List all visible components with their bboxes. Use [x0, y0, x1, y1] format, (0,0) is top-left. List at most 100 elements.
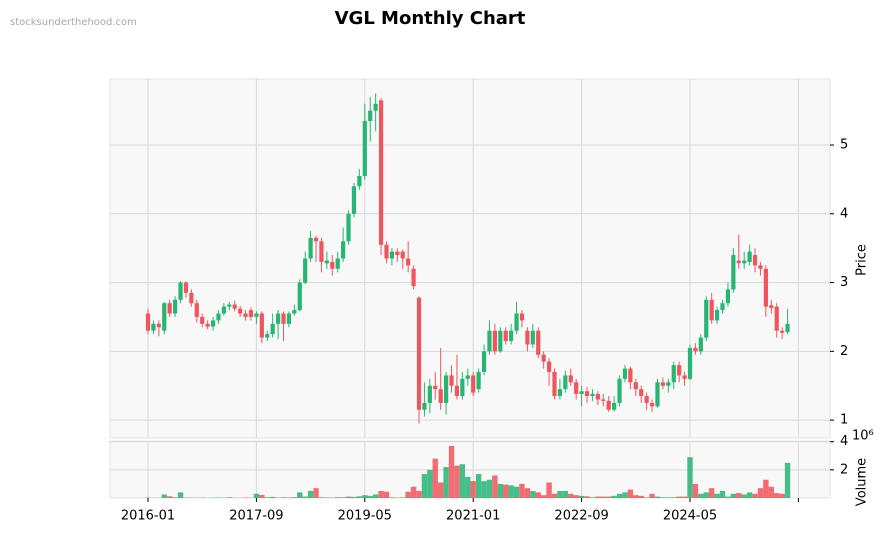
candle-body [639, 389, 644, 397]
candle-body [709, 299, 714, 321]
volume-bar [475, 474, 482, 498]
candle-body [286, 313, 292, 324]
candle-body [335, 258, 340, 269]
volume-bar [481, 481, 487, 498]
volume-bar [616, 493, 623, 498]
volume-bar [437, 482, 444, 498]
candle-body [742, 260, 747, 264]
volume-bar [611, 495, 617, 498]
candle-body [395, 251, 400, 256]
candle-body [308, 237, 313, 259]
candle-body [162, 303, 167, 331]
volume-bar [427, 469, 433, 498]
volume-tick-label: 4 [840, 434, 848, 449]
volume-bar [297, 492, 303, 498]
volume-bar [654, 496, 661, 498]
candle-body [454, 385, 460, 397]
volume-bar [600, 496, 606, 498]
volume-bar [307, 490, 314, 498]
volume-bar [351, 496, 357, 498]
candle-body [763, 268, 768, 307]
volume-bar [519, 483, 525, 498]
price-panel [109, 78, 831, 439]
candle-body [514, 313, 519, 331]
candle-body [243, 313, 248, 317]
volume-bar [378, 490, 384, 498]
candle-body [579, 391, 584, 394]
x-tick-label: 2019-05 [338, 509, 392, 524]
volume-bar [584, 496, 590, 498]
volume-bar [784, 462, 791, 498]
candle-body [200, 316, 205, 324]
volume-bar [524, 488, 531, 498]
candle-body [216, 313, 221, 321]
candle-body [427, 385, 432, 403]
volume-bar [291, 497, 298, 498]
candle-body [747, 251, 752, 262]
candle-body [270, 323, 275, 335]
candle-body [687, 347, 693, 379]
volume-bar [649, 493, 655, 498]
candle-body [628, 368, 633, 383]
candle-body [568, 375, 573, 383]
volume-bar [335, 497, 341, 498]
candle-body [677, 365, 682, 376]
volume-bar [687, 457, 693, 498]
candle-body [503, 330, 508, 342]
candle-body [259, 313, 264, 338]
candle-body [780, 330, 785, 333]
y-tick-label: 3 [840, 275, 848, 290]
candle-body [422, 402, 427, 410]
y-tick-label: 4 [840, 206, 848, 221]
volume-bar [459, 464, 466, 498]
volume-bar [633, 495, 639, 498]
x-tick-label: 2022-09 [554, 509, 608, 524]
candle-body [433, 385, 438, 390]
candle-body [606, 400, 611, 410]
volume-axis-label: Volume [855, 458, 870, 506]
candle-body [254, 313, 259, 317]
candle-body [156, 323, 161, 328]
candle-body [671, 365, 676, 383]
candle-body [460, 378, 465, 397]
volume-bar [725, 496, 731, 498]
volume-bar [746, 492, 753, 498]
candle-body [346, 213, 351, 242]
volume-bar [340, 497, 346, 498]
volume-bar [568, 493, 574, 498]
volume-bar [692, 483, 699, 498]
volume-bar [416, 490, 422, 498]
volume-bar [546, 482, 552, 498]
candle-body [248, 310, 254, 317]
candle-body [758, 265, 763, 269]
candle-body [373, 103, 378, 111]
candle-body [368, 110, 373, 121]
volume-bar [286, 497, 292, 498]
candle-body [357, 175, 362, 187]
candle-body [416, 297, 422, 410]
volume-bar [698, 493, 704, 498]
volume-bar [719, 490, 726, 498]
volume-bar [730, 493, 737, 498]
candle-body [525, 330, 530, 345]
candle-body [617, 378, 622, 403]
volume-bar [562, 490, 569, 498]
candle-body [557, 389, 563, 397]
volume-bar [367, 495, 373, 498]
candle-body [400, 251, 405, 259]
candle-body [644, 396, 649, 403]
candle-body [612, 402, 617, 410]
candle-body [698, 337, 703, 352]
volume-bar [627, 489, 634, 498]
candle-body [731, 255, 736, 290]
candle-body [509, 330, 514, 342]
candle-body [552, 371, 557, 397]
volume-bar [454, 465, 460, 498]
candle-body [530, 330, 535, 345]
volume-bar [535, 492, 541, 498]
volume-bar [177, 492, 184, 498]
candle-body [498, 330, 503, 352]
candle-body [189, 292, 194, 304]
candle-body [444, 375, 449, 403]
